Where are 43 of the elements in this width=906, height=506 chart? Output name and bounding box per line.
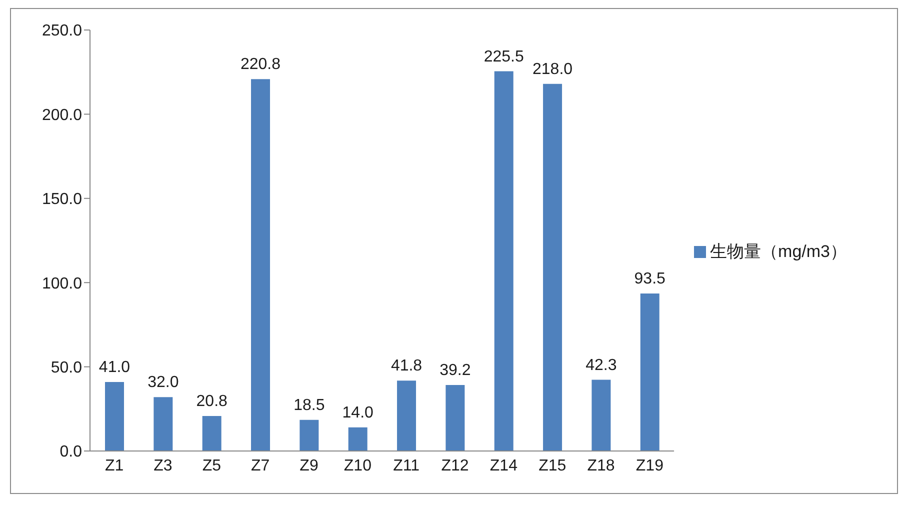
data-label: 41.8 xyxy=(390,358,422,375)
x-tick-label: Z18 xyxy=(587,457,615,474)
y-tick-label: 0.0 xyxy=(60,444,82,461)
data-label: 225.5 xyxy=(484,48,524,66)
bar xyxy=(446,384,465,451)
data-label: 20.8 xyxy=(196,392,228,410)
data-label: 93.5 xyxy=(634,270,666,288)
y-tick-label: 200.0 xyxy=(42,106,82,124)
y-tick-label: 250.0 xyxy=(42,22,82,40)
data-label: 32.0 xyxy=(148,374,179,392)
x-tick-label: Z12 xyxy=(441,457,469,474)
bar xyxy=(251,79,270,451)
data-label: 18.5 xyxy=(294,396,325,414)
y-tick-label: 50.0 xyxy=(50,359,82,376)
data-label: 218.0 xyxy=(532,60,573,78)
x-tick-label: Z7 xyxy=(251,457,270,474)
x-tick-label: Z11 xyxy=(393,457,420,474)
data-label: 39.2 xyxy=(440,362,471,379)
bar xyxy=(105,382,124,451)
x-tick-label: Z10 xyxy=(344,457,372,474)
data-label: 42.3 xyxy=(586,356,617,374)
bar xyxy=(348,427,368,451)
x-tick-label: Z19 xyxy=(636,457,664,474)
x-tick-label: Z14 xyxy=(490,457,518,474)
data-label: 220.8 xyxy=(240,56,281,74)
bar xyxy=(154,397,173,451)
data-label: 41.0 xyxy=(98,358,130,376)
bar xyxy=(202,416,222,451)
x-tick-label: Z9 xyxy=(300,457,318,474)
x-tick-label: Z1 xyxy=(105,457,124,474)
bar xyxy=(300,420,319,451)
x-tick-label: Z3 xyxy=(154,457,172,474)
bar xyxy=(494,71,514,451)
y-tick-label: 100.0 xyxy=(42,275,82,292)
bar xyxy=(397,380,416,451)
data-label: 14.0 xyxy=(342,404,374,422)
legend-label: 生物量（mg/m3） xyxy=(710,242,847,260)
bar xyxy=(543,84,562,451)
bar xyxy=(592,380,611,451)
bar xyxy=(640,294,660,451)
x-tick-label: Z5 xyxy=(202,457,222,474)
x-tick-label: Z15 xyxy=(538,457,566,474)
y-tick-label: 150.0 xyxy=(42,191,82,208)
